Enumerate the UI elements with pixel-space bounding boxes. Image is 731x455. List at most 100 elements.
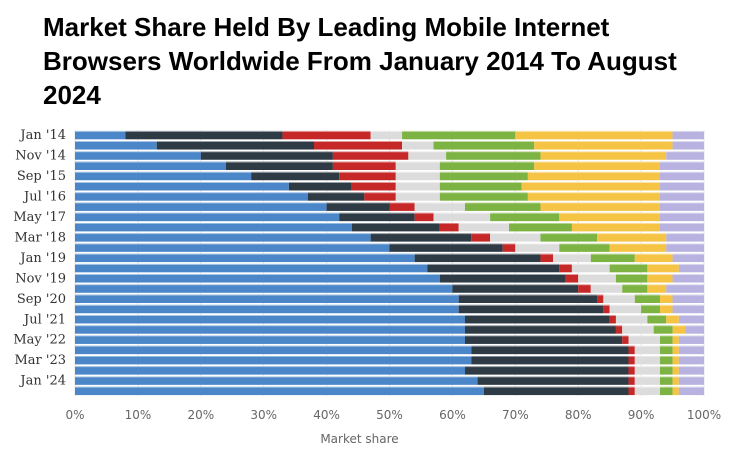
bar-segment: [439, 182, 522, 191]
bar-segment: [634, 386, 660, 396]
bar-segment: [678, 366, 704, 375]
bar-segment: [326, 202, 390, 211]
bar-segment: [534, 141, 673, 150]
bar-segment: [553, 253, 591, 263]
bar-segment: [439, 171, 528, 181]
bar-segment: [452, 284, 579, 293]
bar-segment: [659, 355, 673, 365]
y-tick-label: Nov '14: [15, 149, 66, 164]
y-tick-label: Mar '18: [14, 230, 66, 245]
bar-segment: [678, 345, 704, 355]
bar-segment: [672, 366, 679, 375]
bar-segment: [477, 376, 629, 385]
bar-segment: [659, 202, 704, 211]
bar-segment: [75, 366, 465, 375]
y-axis: Jan '14 Nov '14 Sep '15 Jul '16 May '17 Mar '…: [13, 128, 66, 389]
bar-segment: [439, 222, 459, 232]
bar-segment: [647, 274, 673, 283]
x-tick-label: 70%: [502, 408, 529, 422]
bar-segment: [332, 161, 396, 171]
bars-layer: [75, 130, 704, 396]
bar-segment: [351, 182, 396, 191]
bar-segment: [125, 130, 283, 140]
bar-segment: [659, 386, 673, 396]
bar-segment: [590, 253, 635, 263]
bar-segment: [672, 304, 704, 314]
bar-segment: [458, 222, 510, 232]
bar-segment: [540, 151, 667, 160]
bar-segment: [622, 284, 648, 293]
bar-segment: [75, 161, 226, 171]
bar-segment: [634, 253, 673, 263]
bar-segment: [565, 274, 579, 283]
bar-segment: [75, 192, 308, 201]
bar-segment: [75, 355, 472, 365]
bar-segment: [672, 355, 679, 365]
bar-segment: [395, 182, 440, 191]
bar-segment: [364, 192, 396, 201]
bar-segment: [578, 274, 616, 283]
bar-segment: [75, 294, 459, 304]
bar-segment: [659, 161, 704, 171]
bar-segment: [75, 243, 390, 252]
bar-segment: [446, 151, 541, 160]
bar-segment: [672, 325, 686, 334]
bar-segment: [609, 304, 642, 314]
bar-segment: [666, 243, 704, 252]
bar-segment: [75, 222, 352, 232]
bar-segment: [647, 263, 679, 273]
bar-segment: [439, 274, 566, 283]
bar-segment: [433, 212, 491, 222]
bar-segment: [200, 151, 333, 160]
bar-segment: [464, 315, 610, 324]
bar-segment: [471, 233, 491, 242]
bar-segment: [659, 171, 704, 181]
bar-segment: [490, 233, 541, 242]
bar-segment: [75, 335, 465, 344]
bar-segment: [414, 212, 434, 222]
bar-segment: [502, 243, 516, 252]
bar-segment: [678, 335, 704, 344]
bar-segment: [464, 366, 629, 375]
bar-segment: [75, 151, 201, 160]
bar-segment: [597, 233, 667, 242]
bar-segment: [389, 243, 503, 252]
bar-segment: [659, 335, 673, 344]
x-tick-label: 80%: [565, 408, 592, 422]
bar-segment: [471, 355, 629, 365]
bar-segment: [395, 161, 440, 171]
bar-segment: [515, 130, 673, 140]
bar-segment: [659, 192, 704, 201]
bar-segment: [439, 192, 528, 201]
bar-segment: [622, 335, 629, 344]
bar-segment: [615, 315, 648, 324]
bar-segment: [75, 274, 440, 283]
bar-segment: [672, 376, 679, 385]
bar-segment: [559, 243, 610, 252]
bar-segment: [527, 192, 660, 201]
y-tick-label: Jan '14: [18, 128, 66, 143]
bar-segment: [433, 141, 535, 150]
bar-segment: [75, 130, 126, 140]
bar-segment: [672, 335, 679, 344]
bar-segment: [339, 171, 396, 181]
bar-segment: [75, 325, 465, 334]
bar-segment: [609, 315, 616, 324]
bar-segment: [571, 222, 660, 232]
bar-segment: [666, 315, 679, 324]
x-tick-label: 90%: [628, 408, 655, 422]
bar-segment: [653, 325, 673, 334]
bar-segment: [414, 202, 465, 211]
bar-segment: [634, 366, 660, 375]
bar-segment: [427, 263, 560, 273]
bar-segment: [458, 304, 604, 314]
bar-segment: [75, 253, 415, 263]
bar-segment: [339, 212, 415, 222]
chart-title: Market Share Held By Leading Mobile Inte…: [43, 12, 677, 110]
bar-segment: [75, 171, 252, 181]
bar-segment: [75, 376, 478, 385]
bar-segment: [332, 151, 409, 160]
bar-segment: [678, 315, 704, 324]
bar-segment: [628, 355, 635, 365]
